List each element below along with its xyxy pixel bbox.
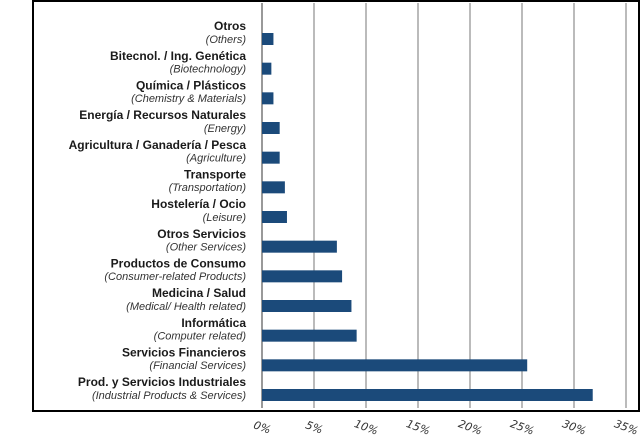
category-translation: (Leisure) — [203, 212, 247, 224]
bar — [262, 270, 343, 283]
x-tick-label: 20% — [456, 417, 483, 438]
bar — [262, 122, 280, 134]
category-translation: (Financial Services) — [149, 360, 246, 372]
x-tick-label: 15% — [404, 417, 431, 438]
bar — [262, 211, 287, 223]
category-translation: (Computer related) — [154, 331, 247, 343]
category-label: Química / Plásticos — [136, 79, 246, 93]
x-tick-label: 10% — [352, 417, 379, 438]
bar — [262, 359, 528, 372]
category-label: Hostelería / Ocio — [151, 197, 246, 211]
category-label: Otros Servicios — [157, 227, 246, 241]
category-label: Energía / Recursos Naturales — [79, 108, 246, 122]
category-translation: (Industrial Products & Services) — [92, 390, 246, 402]
bar — [262, 329, 357, 342]
category-label: Informática — [181, 316, 246, 330]
category-label: Productos de Consumo — [111, 257, 246, 271]
category-translation: (Other Services) — [166, 242, 246, 254]
category-label: Otros — [214, 19, 246, 33]
bar — [262, 151, 280, 164]
category-label: Servicios Financieros — [122, 346, 246, 360]
bar — [262, 389, 593, 401]
x-tick-label: 30% — [560, 417, 587, 438]
category-translation: (Agriculture) — [186, 153, 246, 165]
category-translation: (Medical/ Health related) — [126, 301, 246, 313]
category-translation: (Chemistry & Materials) — [131, 93, 246, 105]
category-translation: (Biotechnology) — [170, 64, 247, 76]
x-tick-label: 0% — [252, 418, 273, 436]
bar — [262, 92, 274, 105]
category-label: Medicina / Salud — [152, 286, 246, 300]
bar — [262, 62, 272, 75]
category-translation: (Others) — [206, 34, 247, 46]
bar — [262, 240, 337, 253]
frame — [32, 0, 640, 412]
bar — [262, 300, 352, 312]
bar — [262, 181, 285, 194]
x-tick-label: 25% — [508, 417, 535, 438]
category-label: Prod. y Servicios Industriales — [78, 375, 246, 389]
x-tick-label: 35% — [612, 417, 639, 438]
category-translation: (Energy) — [204, 123, 247, 135]
category-label: Transporte — [184, 168, 246, 182]
category-label: Agricultura / Ganadería / Pesca — [69, 138, 247, 152]
category-translation: (Transportation) — [169, 182, 247, 194]
x-tick-label: 5% — [304, 418, 325, 436]
category-label: Bitecnol. / Ing. Genética — [110, 49, 246, 63]
category-translation: (Consumer-related Products) — [104, 271, 246, 283]
bar — [262, 33, 274, 45]
